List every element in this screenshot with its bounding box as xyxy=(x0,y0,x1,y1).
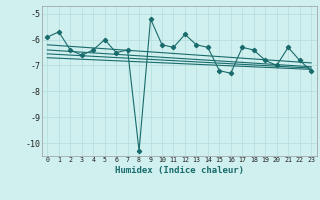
X-axis label: Humidex (Indice chaleur): Humidex (Indice chaleur) xyxy=(115,166,244,175)
